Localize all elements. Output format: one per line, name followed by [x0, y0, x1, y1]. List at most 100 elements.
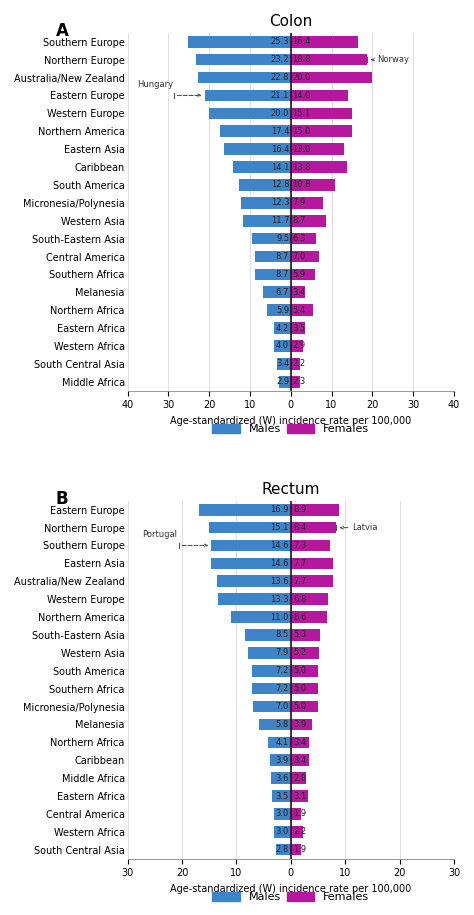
Text: 3.9: 3.9: [293, 720, 306, 729]
Text: 8.7: 8.7: [276, 252, 289, 261]
Text: 3.6: 3.6: [275, 773, 289, 782]
Text: 13.6: 13.6: [270, 576, 289, 586]
Bar: [291, 179, 335, 190]
Bar: [220, 125, 291, 137]
Text: 16.4: 16.4: [292, 38, 311, 47]
Text: 11.0: 11.0: [270, 612, 289, 621]
Text: 8.7: 8.7: [276, 270, 289, 279]
Text: 12.3: 12.3: [271, 199, 289, 208]
Text: 25.3: 25.3: [271, 38, 289, 47]
Text: 7.0: 7.0: [292, 252, 306, 261]
Bar: [291, 232, 317, 244]
Text: 7.9: 7.9: [292, 199, 306, 208]
Text: Norway: Norway: [377, 55, 409, 64]
Text: 15.0: 15.0: [292, 127, 311, 135]
Text: 7.9: 7.9: [275, 649, 289, 657]
Bar: [291, 630, 319, 640]
Text: 4.2: 4.2: [276, 324, 289, 332]
Text: 5.8: 5.8: [275, 720, 289, 729]
Bar: [291, 772, 306, 784]
Text: 2.9: 2.9: [276, 377, 289, 386]
Text: A: A: [56, 22, 69, 40]
Text: 8.7: 8.7: [292, 216, 306, 225]
Text: 3.0: 3.0: [275, 827, 289, 836]
X-axis label: Age-standardized (W) incidence rate per 100,000: Age-standardized (W) incidence rate per …: [170, 416, 411, 426]
Bar: [291, 683, 318, 694]
Text: 8.5: 8.5: [275, 630, 289, 640]
Text: 13.3: 13.3: [270, 595, 289, 604]
Bar: [291, 90, 348, 102]
Bar: [291, 125, 352, 137]
Text: 15.1: 15.1: [270, 523, 289, 533]
X-axis label: Age-standardized (W) incidence rate per 100,000: Age-standardized (W) incidence rate per …: [170, 884, 411, 894]
Text: 16.9: 16.9: [270, 505, 289, 514]
Bar: [279, 376, 291, 388]
Text: 5.0: 5.0: [293, 666, 306, 675]
Text: 20.0: 20.0: [292, 73, 311, 82]
Text: 18.8: 18.8: [292, 55, 311, 64]
Bar: [217, 576, 291, 587]
Text: 14.0: 14.0: [292, 91, 311, 100]
Bar: [188, 36, 291, 48]
Bar: [264, 286, 291, 298]
Text: 2.8: 2.8: [275, 845, 289, 855]
Bar: [271, 772, 291, 784]
Bar: [291, 826, 303, 837]
Bar: [291, 340, 302, 351]
Bar: [291, 540, 330, 552]
Bar: [267, 305, 291, 316]
Bar: [205, 90, 291, 102]
Bar: [268, 737, 291, 748]
Bar: [291, 844, 301, 856]
Bar: [291, 718, 312, 730]
Bar: [241, 197, 291, 209]
Text: 3.1: 3.1: [293, 791, 306, 801]
Bar: [291, 251, 319, 263]
Text: 17.4: 17.4: [271, 127, 289, 135]
Bar: [211, 540, 291, 552]
Text: 3.4: 3.4: [292, 288, 306, 296]
Text: 7.3: 7.3: [293, 541, 306, 550]
Bar: [231, 611, 291, 623]
Text: 8.9: 8.9: [293, 505, 306, 514]
Text: 14.6: 14.6: [270, 541, 289, 550]
Text: 9.5: 9.5: [276, 234, 289, 243]
Text: 10.8: 10.8: [292, 180, 311, 189]
Text: 21.1: 21.1: [271, 91, 289, 100]
Bar: [291, 305, 313, 316]
Text: 16.4: 16.4: [271, 145, 289, 154]
Text: 14.6: 14.6: [270, 559, 289, 568]
Legend: Males, Females: Males, Females: [208, 888, 374, 907]
Text: 2.9: 2.9: [292, 341, 306, 350]
Text: 3.9: 3.9: [275, 756, 289, 765]
Text: 13.8: 13.8: [292, 163, 311, 171]
Text: 4.1: 4.1: [275, 737, 289, 747]
Text: 2.2: 2.2: [292, 360, 306, 369]
Bar: [252, 232, 291, 244]
Bar: [238, 179, 291, 190]
Bar: [291, 54, 367, 66]
Bar: [291, 647, 319, 659]
Bar: [291, 593, 328, 605]
Bar: [253, 701, 291, 713]
Bar: [291, 754, 309, 766]
Bar: [248, 647, 291, 659]
Bar: [291, 269, 315, 280]
Text: 1.9: 1.9: [293, 845, 306, 855]
Bar: [291, 791, 308, 802]
Text: 6.8: 6.8: [293, 595, 306, 604]
Bar: [255, 269, 291, 280]
Text: 7.7: 7.7: [293, 576, 306, 586]
Text: 14.1: 14.1: [271, 163, 289, 171]
Bar: [277, 358, 291, 370]
Bar: [291, 665, 318, 676]
Bar: [270, 754, 291, 766]
Title: Rectum: Rectum: [262, 482, 320, 497]
Text: 1.9: 1.9: [293, 810, 306, 818]
Bar: [255, 251, 291, 263]
Bar: [291, 557, 333, 569]
Text: Hungary: Hungary: [137, 81, 173, 89]
Text: 3.0: 3.0: [275, 810, 289, 818]
Bar: [196, 54, 291, 66]
Legend: Males, Females: Males, Females: [208, 419, 374, 439]
